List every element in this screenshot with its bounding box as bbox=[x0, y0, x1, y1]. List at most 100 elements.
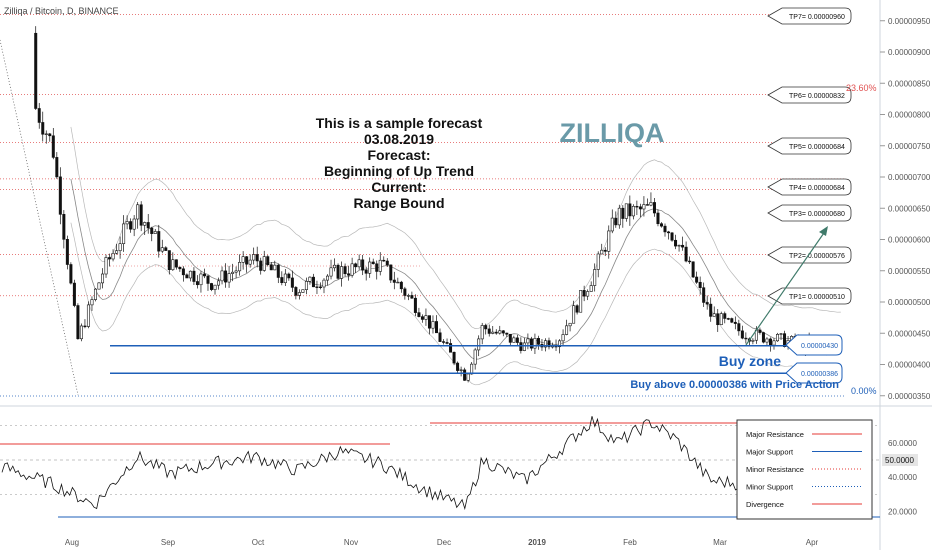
candle-body bbox=[733, 321, 737, 324]
time-tick-label: Sep bbox=[161, 538, 176, 547]
candle-body bbox=[350, 263, 354, 276]
candle-body bbox=[58, 176, 62, 215]
tp-callout-7[interactable]: TP7= 0.00000960 bbox=[767, 7, 852, 25]
candle-body bbox=[582, 290, 586, 297]
price-tick-label: 0.00000850 bbox=[888, 79, 931, 88]
candle-body bbox=[652, 202, 656, 214]
candle-body bbox=[533, 338, 537, 349]
tp-label: TP3= 0.00000680 bbox=[789, 211, 845, 218]
candle-body bbox=[515, 337, 519, 343]
candle-body bbox=[491, 331, 495, 334]
candle-body bbox=[273, 264, 277, 271]
candle-body bbox=[635, 205, 639, 208]
candle-body bbox=[65, 239, 69, 265]
candle-body bbox=[737, 323, 741, 332]
candle-body bbox=[69, 264, 73, 284]
candle-body bbox=[410, 295, 414, 299]
candle-body bbox=[206, 275, 210, 284]
candle-body bbox=[656, 212, 660, 225]
tp-label: TP7= 0.00000960 bbox=[789, 14, 845, 21]
candle-body bbox=[431, 321, 435, 329]
candle-body bbox=[354, 263, 358, 268]
time-tick-label: Aug bbox=[65, 538, 79, 547]
candle-body bbox=[371, 261, 375, 265]
candle-body bbox=[304, 281, 308, 290]
candle-body bbox=[357, 259, 361, 268]
tp-callout-6[interactable]: TP6= 0.00000832 bbox=[767, 86, 852, 104]
candle-body bbox=[667, 231, 671, 234]
candle-body bbox=[150, 227, 154, 234]
candle-body bbox=[262, 256, 266, 271]
candle-body bbox=[290, 277, 294, 288]
fib-0-label: 0.00% bbox=[851, 386, 877, 396]
candle-body bbox=[645, 204, 649, 206]
level-callout-1[interactable]: 0.00000386 bbox=[785, 362, 843, 384]
candle-body bbox=[631, 205, 635, 217]
candle-body bbox=[220, 270, 224, 282]
buy-condition-note: Buy above 0.00000386 with Price Action bbox=[630, 379, 839, 391]
forecast-arrow-line bbox=[745, 229, 827, 346]
candle-body bbox=[322, 279, 326, 288]
osc-tick-label: 60.0000 bbox=[888, 439, 917, 448]
candle-body bbox=[79, 325, 83, 340]
candle-body bbox=[508, 333, 512, 343]
candle-body bbox=[276, 264, 280, 278]
candle-body bbox=[684, 246, 688, 262]
candle-body bbox=[86, 304, 90, 327]
time-tick-label: Feb bbox=[623, 538, 637, 547]
candle-body bbox=[424, 315, 428, 320]
candle-body bbox=[547, 340, 551, 348]
candle-body bbox=[209, 283, 213, 290]
candle-body bbox=[308, 276, 312, 282]
upper-band bbox=[70, 126, 841, 329]
candle-body bbox=[192, 270, 196, 282]
candle-body bbox=[494, 331, 498, 334]
osc-current-badge bbox=[882, 454, 918, 466]
tp-callout-4[interactable]: TP4= 0.00000684 bbox=[767, 178, 852, 196]
osc-tick-label: 20.0000 bbox=[888, 507, 917, 516]
candle-body bbox=[558, 340, 562, 348]
candle-body bbox=[217, 280, 221, 286]
candle-body bbox=[593, 269, 597, 286]
tp-label: TP4= 0.00000684 bbox=[789, 185, 845, 192]
candle-body bbox=[674, 239, 678, 247]
price-tick-label: 0.00000450 bbox=[888, 329, 931, 338]
candle-body bbox=[730, 318, 734, 323]
candle-body bbox=[702, 287, 706, 303]
forecast-line-4: Beginning of Up Trend bbox=[324, 163, 474, 179]
candle-body bbox=[143, 222, 147, 226]
candle-body bbox=[709, 303, 713, 317]
candle-body bbox=[238, 262, 242, 272]
level-label: 0.00000430 bbox=[801, 343, 838, 350]
tp-callout-3[interactable]: TP3= 0.00000680 bbox=[767, 204, 852, 222]
candle-body bbox=[178, 266, 182, 270]
tp-callout-2[interactable]: TP2= 0.00000576 bbox=[767, 246, 852, 264]
time-axis: Aug Sep Oct Nov Dec 2019 Feb Mar Apr bbox=[65, 538, 819, 547]
tp-callout-1[interactable]: TP1= 0.00000510 bbox=[767, 287, 852, 305]
candle-body bbox=[34, 32, 38, 109]
candle-body bbox=[213, 284, 217, 290]
candle-body bbox=[434, 321, 438, 334]
candle-body bbox=[522, 342, 526, 351]
tp-callout-5[interactable]: TP5= 0.00000684 bbox=[767, 137, 852, 155]
candle-body bbox=[579, 290, 583, 313]
candle-body bbox=[333, 264, 337, 269]
candle-body bbox=[347, 273, 351, 276]
fib-23-label: 23.60% bbox=[846, 83, 877, 93]
candle-body bbox=[761, 332, 765, 343]
forecast-line-1: This is a sample forecast bbox=[316, 115, 483, 131]
candle-body bbox=[463, 369, 467, 381]
tp-label: TP5= 0.00000684 bbox=[789, 144, 845, 151]
level-labels[interactable]: 0.00000430 0.00000386 bbox=[785, 334, 843, 384]
candle-body bbox=[326, 275, 330, 281]
candle-body bbox=[199, 273, 203, 286]
tp-callout-box bbox=[767, 7, 852, 25]
take-profit-labels[interactable]: TP7= 0.00000960 TP6= 0.00000832 TP5= 0.000… bbox=[767, 7, 852, 305]
candle-body bbox=[315, 286, 319, 288]
candle-body bbox=[174, 259, 178, 268]
tp-callout-box bbox=[767, 204, 852, 222]
level-callout-0[interactable]: 0.00000430 bbox=[785, 334, 843, 356]
candle-body bbox=[406, 295, 410, 297]
candle-body bbox=[519, 342, 523, 351]
